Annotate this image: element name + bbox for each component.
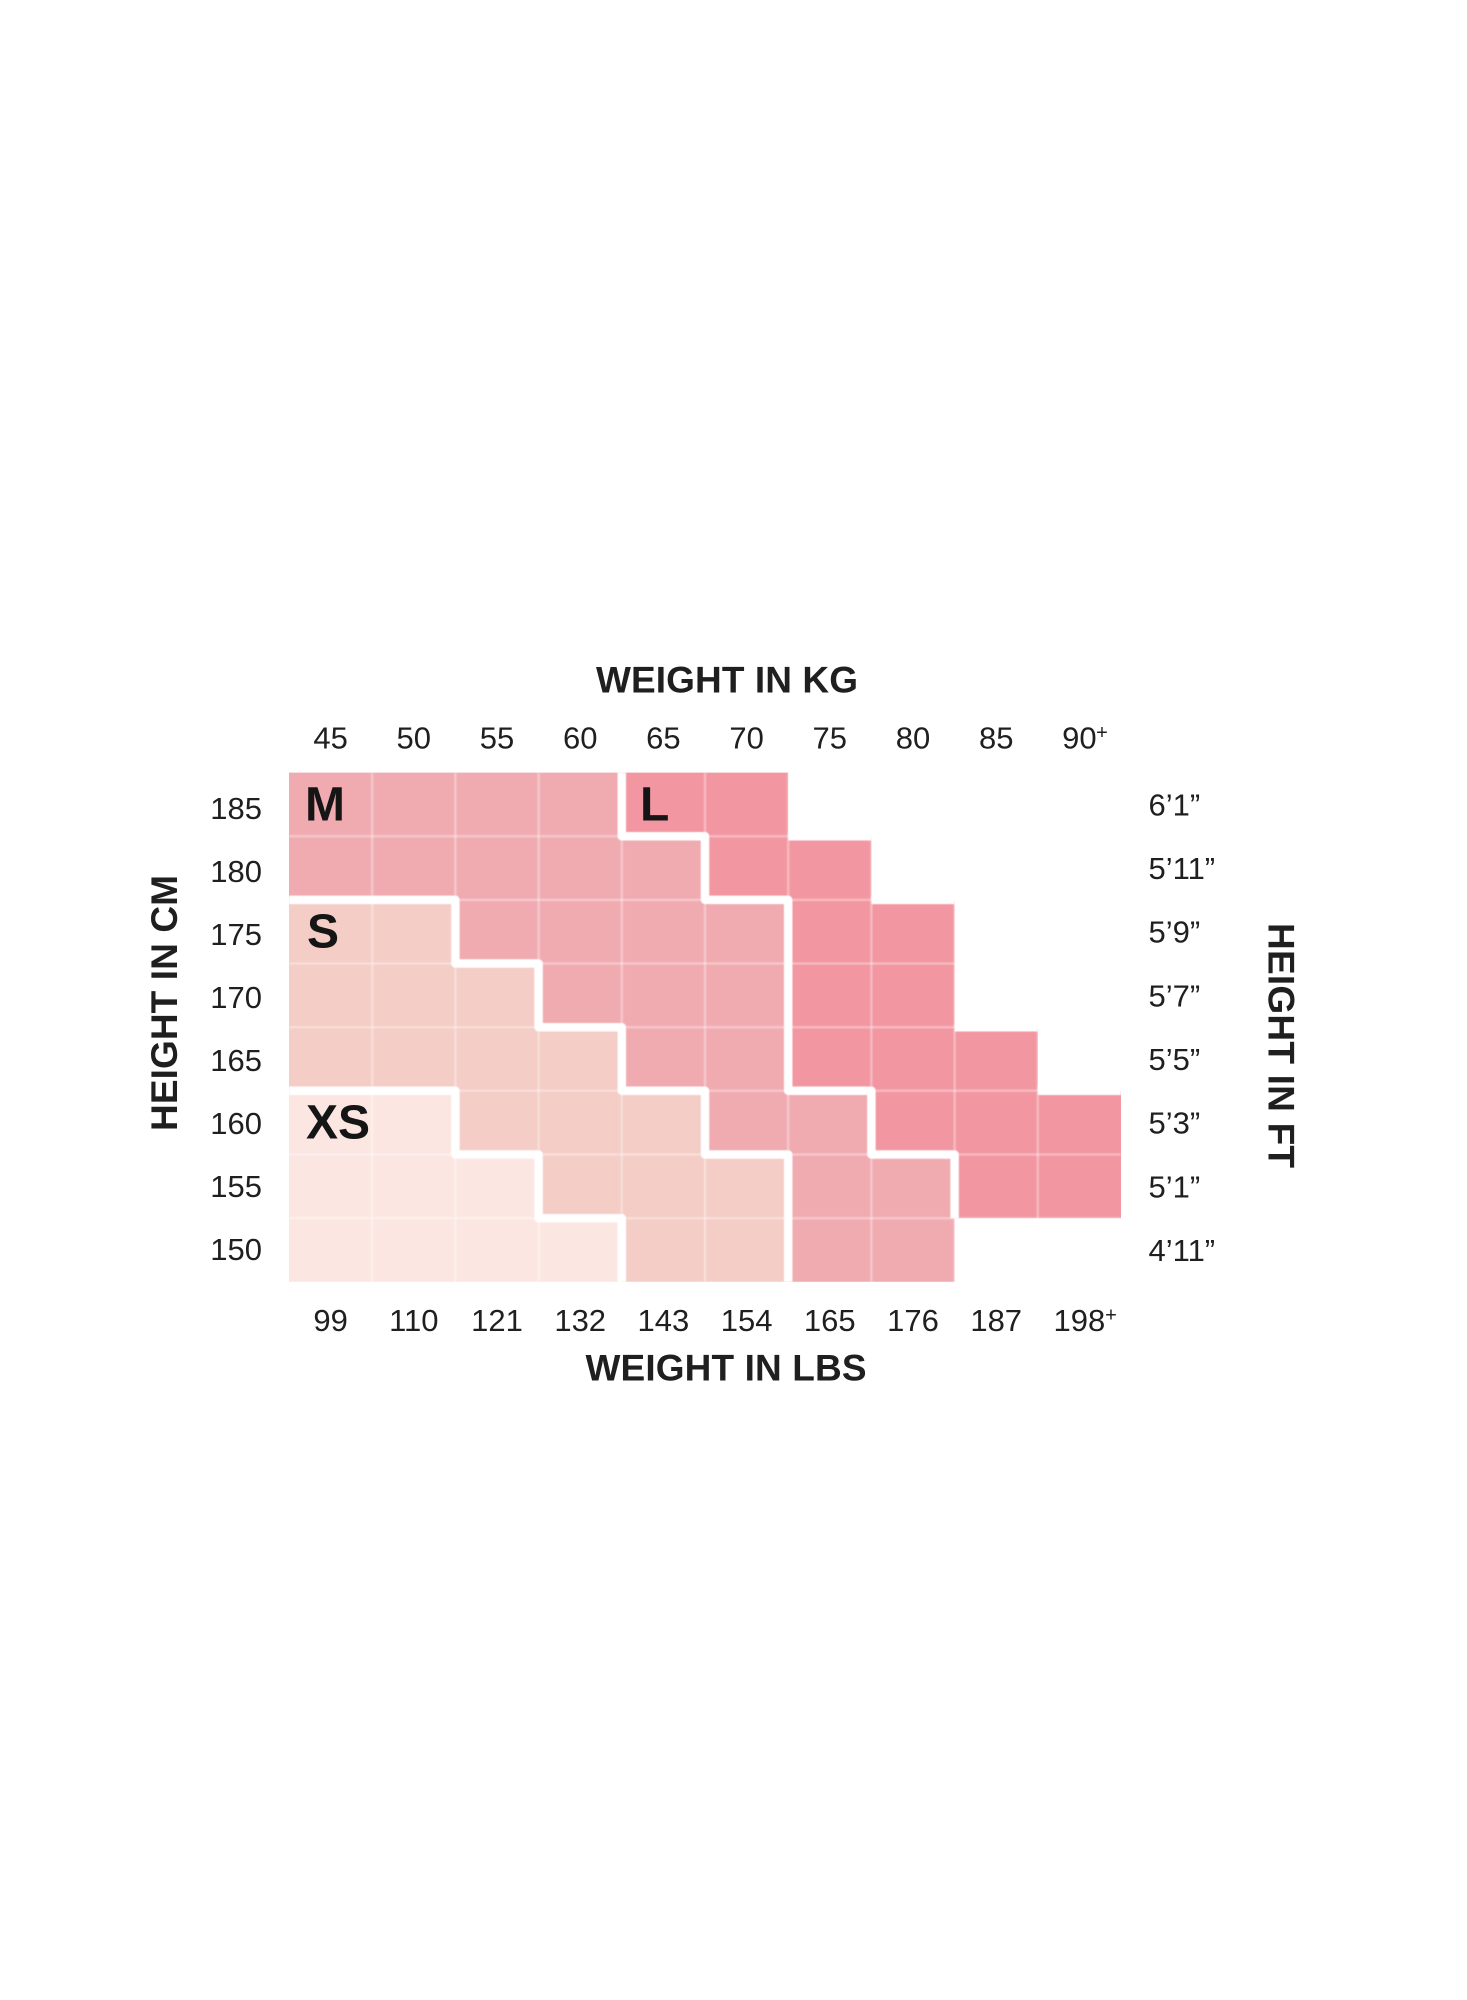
- svg-text:175: 175: [210, 917, 262, 952]
- svg-text:4’11”: 4’11”: [1149, 1233, 1216, 1268]
- svg-text:S: S: [307, 906, 339, 959]
- svg-text:5’9”: 5’9”: [1149, 915, 1201, 950]
- svg-text:+: +: [1096, 722, 1108, 744]
- svg-text:XS: XS: [306, 1097, 370, 1150]
- svg-text:60: 60: [563, 721, 597, 756]
- svg-text:45: 45: [313, 721, 347, 756]
- svg-text:WEIGHT IN LBS: WEIGHT IN LBS: [586, 1348, 867, 1389]
- svg-text:WEIGHT IN KG: WEIGHT IN KG: [596, 660, 858, 701]
- svg-text:99: 99: [313, 1303, 347, 1338]
- svg-text:121: 121: [471, 1303, 523, 1338]
- svg-text:5’11”: 5’11”: [1149, 851, 1216, 886]
- svg-text:55: 55: [480, 721, 514, 756]
- svg-text:L: L: [640, 779, 669, 832]
- svg-text:165: 165: [210, 1043, 262, 1078]
- svg-text:5’5”: 5’5”: [1149, 1042, 1201, 1077]
- svg-text:180: 180: [210, 854, 262, 889]
- svg-text:170: 170: [210, 980, 262, 1015]
- svg-text:187: 187: [970, 1303, 1022, 1338]
- svg-text:185: 185: [210, 791, 262, 826]
- svg-text:6’1”: 6’1”: [1149, 787, 1201, 822]
- svg-text:50: 50: [397, 721, 431, 756]
- svg-text:85: 85: [979, 721, 1013, 756]
- svg-text:HEIGHT IN CM: HEIGHT IN CM: [144, 875, 185, 1131]
- svg-text:155: 155: [210, 1169, 262, 1204]
- svg-text:75: 75: [813, 721, 847, 756]
- svg-text:143: 143: [638, 1303, 690, 1338]
- svg-text:176: 176: [887, 1303, 939, 1338]
- svg-text:5’3”: 5’3”: [1149, 1106, 1201, 1141]
- svg-text:154: 154: [721, 1303, 773, 1338]
- svg-text:198: 198: [1054, 1303, 1106, 1338]
- svg-text:80: 80: [896, 721, 930, 756]
- svg-text:5’1”: 5’1”: [1149, 1169, 1201, 1204]
- svg-text:160: 160: [210, 1106, 262, 1141]
- svg-text:150: 150: [210, 1232, 262, 1267]
- svg-text:90: 90: [1062, 721, 1096, 756]
- svg-text:+: +: [1105, 1305, 1117, 1327]
- svg-text:165: 165: [804, 1303, 856, 1338]
- svg-text:M: M: [305, 779, 345, 832]
- svg-text:HEIGHT IN FT: HEIGHT IN FT: [1261, 923, 1302, 1168]
- svg-text:132: 132: [554, 1303, 606, 1338]
- svg-text:5’7”: 5’7”: [1149, 978, 1201, 1013]
- svg-text:70: 70: [729, 721, 763, 756]
- svg-text:110: 110: [389, 1303, 438, 1338]
- svg-text:65: 65: [646, 721, 680, 756]
